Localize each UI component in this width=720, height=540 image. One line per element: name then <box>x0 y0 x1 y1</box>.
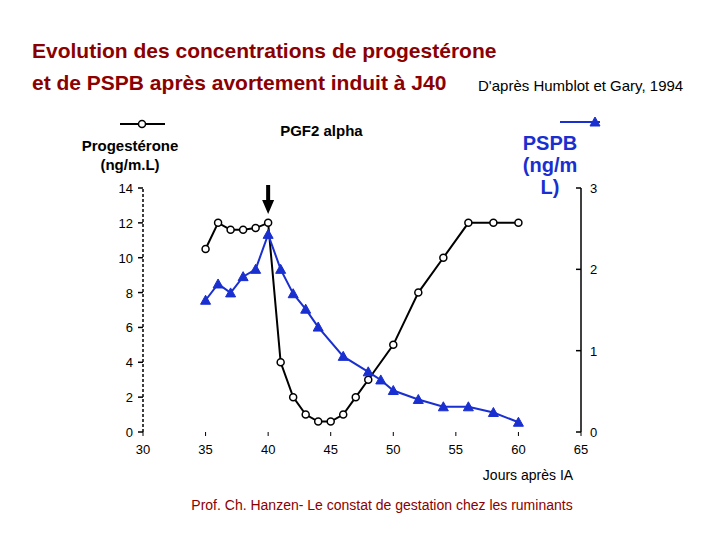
series-marker <box>440 254 447 261</box>
series-line <box>206 223 519 422</box>
y-tick <box>138 257 143 259</box>
x-tick <box>455 432 456 436</box>
y-tick <box>138 292 143 294</box>
legend-label: Progestérone (ng/m.L) <box>82 137 179 173</box>
x-tick <box>581 432 582 436</box>
series-marker <box>463 402 473 411</box>
y2-tick <box>576 187 581 189</box>
y2-tick <box>576 269 581 271</box>
series-marker <box>263 229 273 238</box>
series-marker <box>338 351 348 360</box>
y2-tick-label: 3 <box>590 181 597 196</box>
series-marker <box>265 219 272 226</box>
series-marker <box>290 394 297 401</box>
x-tick <box>393 432 394 436</box>
series-marker <box>363 367 373 376</box>
series-marker <box>238 272 248 281</box>
x-tick <box>330 432 331 436</box>
series-marker <box>252 225 259 232</box>
y2-axis <box>580 188 582 432</box>
series-marker <box>413 394 423 403</box>
series-marker <box>415 289 422 296</box>
annotation-text: PGF2 alpha <box>280 122 363 139</box>
y-tick <box>138 396 143 398</box>
series-marker <box>215 219 222 226</box>
y2-tick-label: 2 <box>590 262 597 277</box>
y-tick <box>138 222 143 224</box>
legend-label-line: Progestérone <box>82 137 179 154</box>
series-marker <box>302 411 309 418</box>
y-tick <box>138 327 143 329</box>
chart: Evolution des concentrations de progesté… <box>0 0 720 540</box>
series-marker <box>515 219 522 226</box>
series-marker <box>327 418 334 425</box>
y-tick-label: 2 <box>126 390 133 405</box>
footer: Prof. Ch. Hanzen- Le constat de gestatio… <box>191 497 572 513</box>
y2-tick <box>576 350 581 352</box>
series-marker <box>202 246 209 253</box>
series-marker <box>226 288 236 297</box>
y2-tick-label: 0 <box>590 425 597 440</box>
x-tick-label: 45 <box>323 442 337 457</box>
series-marker <box>276 264 286 273</box>
y2-tick <box>576 431 581 433</box>
series-marker <box>438 402 448 411</box>
x-tick-label: 35 <box>198 442 212 457</box>
series-marker <box>465 219 472 226</box>
y-tick-label: 4 <box>126 355 133 370</box>
series-marker <box>513 417 523 426</box>
x-axis-label: Jours après IA <box>483 467 574 483</box>
series-marker <box>352 394 359 401</box>
series-marker <box>251 264 261 273</box>
series-marker <box>288 289 298 298</box>
series-marker <box>201 295 211 304</box>
y2-tick-label: 1 <box>590 344 597 359</box>
series-marker <box>390 341 397 348</box>
legend-marker <box>139 121 146 128</box>
x-tick-label: 50 <box>386 442 400 457</box>
series-marker <box>315 418 322 425</box>
source: D'après Humblot et Gary, 1994 <box>478 77 683 94</box>
series-marker <box>313 322 323 331</box>
x-tick <box>268 432 269 436</box>
series-marker <box>388 386 398 395</box>
series-marker <box>277 359 284 366</box>
y-tick-label: 14 <box>119 181 133 196</box>
y-tick-label: 8 <box>126 286 133 301</box>
x-tick <box>518 432 519 436</box>
x-tick <box>143 432 144 436</box>
series-marker <box>301 304 311 313</box>
series-marker <box>376 375 386 384</box>
legend-marker <box>590 117 600 126</box>
series-marker <box>488 407 498 416</box>
series-marker <box>213 279 223 288</box>
legend-label-line: (ng/m.L) <box>100 156 159 173</box>
y-tick <box>138 431 143 433</box>
x-tick-label: 65 <box>574 442 588 457</box>
plot-area <box>201 219 524 426</box>
y-tick-label: 6 <box>126 320 133 335</box>
x-tick-label: 40 <box>261 442 275 457</box>
series-line <box>206 234 519 422</box>
x-tick-label: 60 <box>511 442 525 457</box>
legend-label: PSPB (ng/mL) <box>520 132 580 198</box>
y-tick-label: 10 <box>119 251 133 266</box>
y-tick-label: 12 <box>119 216 133 231</box>
y-tick <box>138 187 143 189</box>
subtitle: et de PSPB après avortement induit à J40 <box>32 71 446 94</box>
x-tick-label: 55 <box>449 442 463 457</box>
series-marker <box>365 376 372 383</box>
series-marker <box>490 219 497 226</box>
series-marker <box>340 411 347 418</box>
x-tick-label: 30 <box>136 442 150 457</box>
y-tick <box>138 362 143 364</box>
x-tick <box>205 432 206 436</box>
y-tick-label: 0 <box>126 425 133 440</box>
y-axis <box>142 188 144 432</box>
annotation-arrow <box>262 185 274 214</box>
series-marker <box>227 226 234 233</box>
title: Evolution des concentrations de progesté… <box>32 39 496 62</box>
series-marker <box>240 226 247 233</box>
